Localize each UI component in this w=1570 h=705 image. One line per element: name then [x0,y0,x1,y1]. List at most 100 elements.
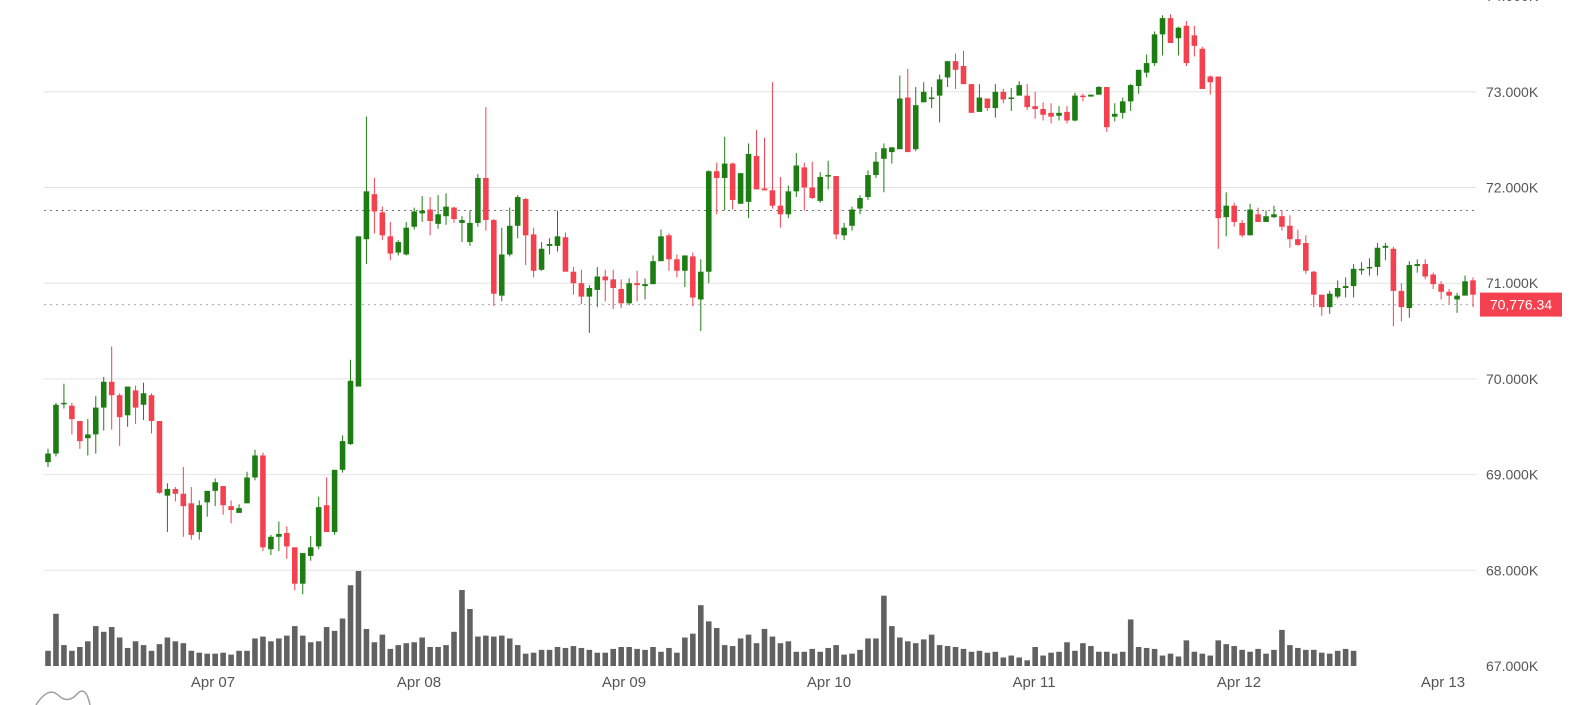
candle [1255,207,1261,222]
candle [785,185,792,219]
candle [1159,15,1166,56]
current-price-label: 70,776.34 [1490,297,1552,313]
candle [451,206,457,223]
candle-body [1040,109,1046,115]
candle [1326,290,1333,314]
volume-bar [897,637,903,666]
volume-bar [331,630,338,666]
candle [960,50,967,85]
volume-bar [443,645,449,666]
candle [443,193,449,225]
candle [1151,31,1158,66]
candle [116,393,123,446]
candle [1462,275,1468,296]
volume-bar [1104,651,1110,666]
candle-body [1231,205,1237,222]
volume-bar [1024,660,1030,666]
candle-body [1056,112,1062,116]
candle-body [1032,106,1038,110]
volume-bar [626,647,632,666]
candle [1310,270,1317,308]
volume-bar [268,641,274,666]
candle-body [682,255,688,271]
candle-body [53,404,59,454]
candle-body [220,486,226,506]
candle-body [857,198,863,209]
candle [912,87,919,152]
volume-bar [522,653,529,666]
candle [100,376,107,431]
candle [658,229,664,262]
candle-body [530,234,537,271]
candle-body [514,197,521,226]
candle [1366,258,1373,276]
volume-bar [952,647,959,666]
volume-bar [889,626,895,666]
candle [411,207,417,230]
candle-body [634,283,640,286]
candle [1111,103,1118,122]
volume-bar [1143,647,1150,666]
candle [1390,246,1397,327]
candle [1374,243,1381,276]
volume-bar [594,652,601,666]
candle-body [244,477,250,504]
candle-body [1326,293,1333,308]
candle-body [252,455,258,478]
candle [690,252,696,307]
candle [427,197,433,236]
candle-body [339,441,346,470]
candle [236,504,242,513]
candle [244,471,250,504]
volume-bar [514,645,521,666]
candle [435,195,441,229]
candle-body [586,287,593,297]
candle-body [164,488,171,496]
candle [992,84,999,118]
volume-bar [1303,649,1309,666]
logo-icon [35,690,91,705]
candle [1263,210,1269,222]
candle-body [1342,286,1349,288]
volume-bar [753,643,760,666]
candle-body [538,248,545,270]
volume-bar [1326,653,1333,666]
candle-body [1104,87,1110,128]
candle [491,219,497,307]
candle-body [116,395,123,418]
candle-body [650,261,656,285]
volume-bar [411,642,417,666]
candle [562,232,569,272]
candle-body [1143,63,1150,73]
candle-body [443,206,449,217]
candle-body [1064,111,1070,121]
volume-bar [554,647,561,666]
candle-body [475,177,481,223]
candle [666,233,672,271]
candle-body [554,236,561,246]
candle-body [1096,87,1102,95]
candle-body [506,225,513,255]
candle-body [323,505,330,533]
candle [180,466,187,537]
volume-bar [737,638,744,666]
candle [777,176,784,228]
volume-bar [100,631,107,666]
volume-bar [904,641,911,666]
candle-body [865,175,871,198]
candle [705,170,712,284]
candle-body [307,547,314,556]
volume-bar [928,634,935,666]
candle [873,152,879,178]
candle-body [658,236,664,262]
candle [1016,81,1023,96]
candle-body [1223,205,1229,218]
candle [1056,106,1062,121]
candle [1048,103,1054,124]
candle [817,172,823,203]
volume-bar [1350,650,1357,666]
candle [1279,210,1285,231]
y-tick-label: 69.000K [1486,467,1539,483]
candle-body [1175,27,1182,39]
candle [594,266,601,308]
